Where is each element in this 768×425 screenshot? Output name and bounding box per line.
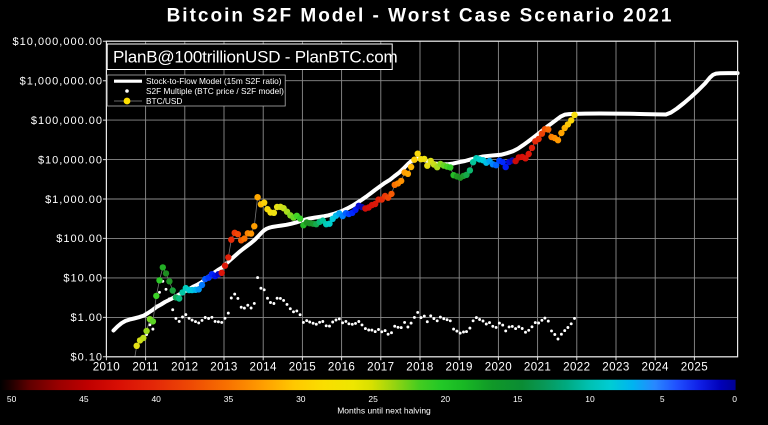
- svg-text:2015: 2015: [289, 361, 316, 374]
- svg-text:2016: 2016: [328, 361, 355, 374]
- svg-text:PlanB@100trillionUSD - PlanBTC: PlanB@100trillionUSD - PlanBTC.com: [113, 48, 397, 67]
- svg-text:$100,000.00: $100,000.00: [31, 115, 103, 127]
- svg-text:0: 0: [732, 394, 737, 404]
- svg-text:$1.00: $1.00: [70, 312, 103, 324]
- svg-text:2021: 2021: [524, 361, 551, 374]
- svg-text:$10,000,000.00: $10,000,000.00: [13, 36, 103, 48]
- svg-text:2014: 2014: [249, 361, 277, 374]
- svg-text:2012: 2012: [171, 361, 198, 374]
- svg-text:2017: 2017: [367, 361, 394, 374]
- svg-text:2013: 2013: [210, 361, 237, 374]
- svg-text:2025: 2025: [681, 361, 708, 374]
- svg-text:40: 40: [151, 394, 161, 404]
- svg-text:BTC/USD: BTC/USD: [146, 96, 182, 106]
- svg-text:$0.10: $0.10: [70, 352, 103, 364]
- svg-text:25: 25: [368, 394, 378, 404]
- svg-text:30: 30: [296, 394, 306, 404]
- svg-text:15: 15: [513, 394, 523, 404]
- svg-text:2020: 2020: [485, 361, 512, 374]
- svg-text:5: 5: [660, 394, 665, 404]
- svg-text:2019: 2019: [445, 361, 472, 374]
- svg-text:45: 45: [79, 394, 89, 404]
- svg-text:20: 20: [441, 394, 451, 404]
- svg-text:$1,000.00: $1,000.00: [45, 194, 103, 206]
- svg-text:50: 50: [7, 394, 17, 404]
- svg-text:10: 10: [585, 394, 595, 404]
- svg-text:S2F Multiple (BTC price / S2F: S2F Multiple (BTC price / S2F model): [146, 86, 284, 96]
- svg-text:2010: 2010: [93, 361, 120, 374]
- svg-text:2024: 2024: [641, 361, 669, 374]
- svg-text:2018: 2018: [406, 361, 433, 374]
- svg-text:2022: 2022: [563, 361, 590, 374]
- svg-text:2011: 2011: [132, 361, 159, 374]
- svg-text:$100.00: $100.00: [56, 233, 103, 245]
- svg-text:2023: 2023: [602, 361, 629, 374]
- svg-text:Bitcoin S2F Model - Worst Case: Bitcoin S2F Model - Worst Case Scenario …: [167, 6, 674, 27]
- svg-text:Stock-to-Flow Model (15m S2F r: Stock-to-Flow Model (15m S2F ratio): [146, 76, 282, 86]
- svg-text:35: 35: [224, 394, 234, 404]
- svg-text:$10.00: $10.00: [63, 273, 103, 285]
- svg-text:Months until next halving: Months until next halving: [337, 406, 431, 416]
- svg-text:$1,000,000.00: $1,000,000.00: [20, 76, 103, 88]
- svg-text:$10,000.00: $10,000.00: [38, 154, 103, 166]
